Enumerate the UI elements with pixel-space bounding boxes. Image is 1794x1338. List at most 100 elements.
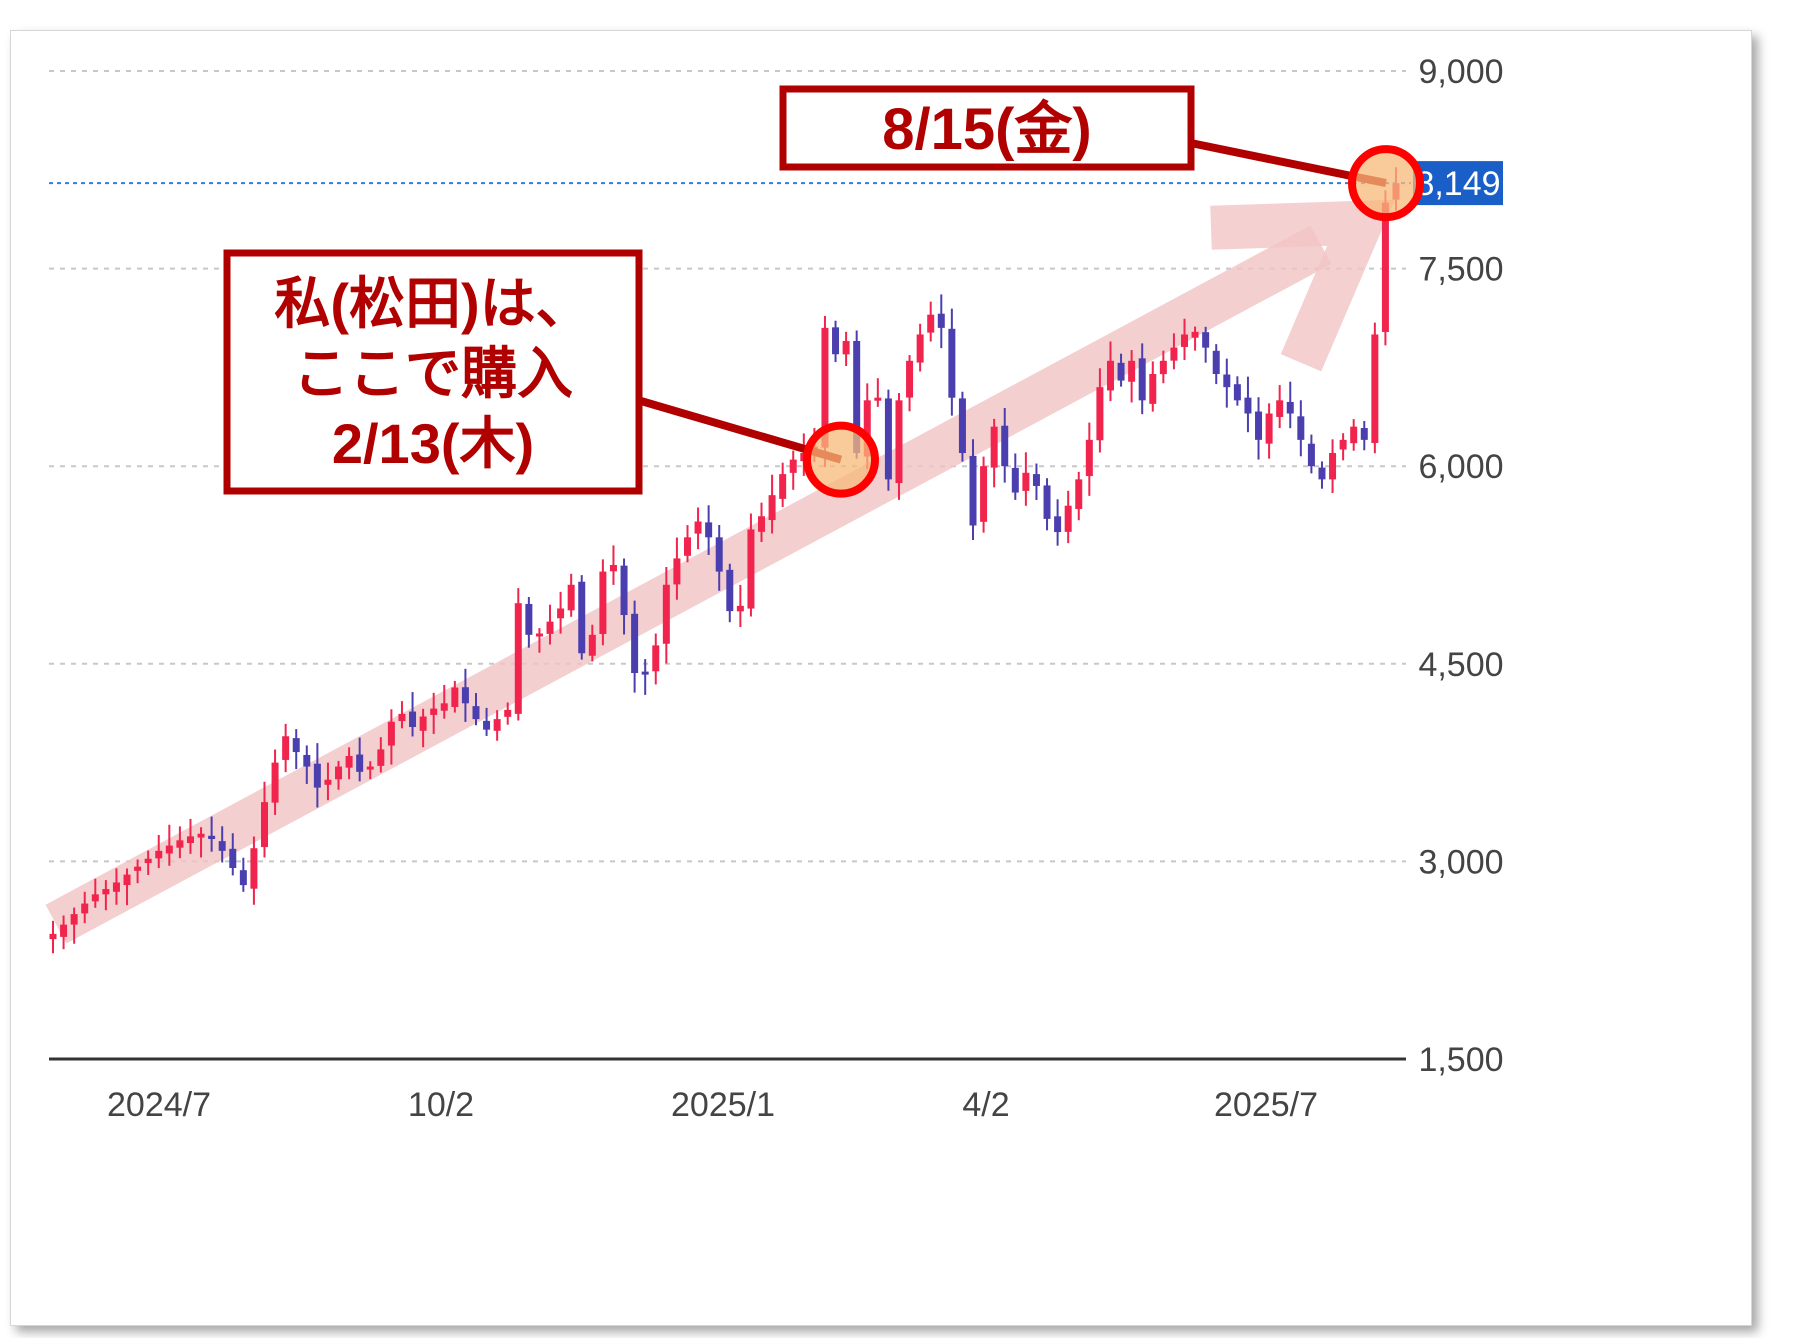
candle-body	[768, 495, 776, 521]
candle-body	[472, 706, 480, 720]
candle-body	[1339, 439, 1347, 450]
candle-body	[1170, 347, 1178, 361]
candle-body	[176, 840, 184, 848]
candle-body	[60, 924, 68, 937]
candle-body	[1297, 416, 1305, 440]
x-axis: 2024/7 10/2 2025/1 4/2 2025/7	[49, 1057, 1406, 1124]
candle-body	[229, 848, 237, 868]
candle-body	[70, 914, 78, 925]
candle-body	[461, 687, 469, 704]
candle-body	[853, 340, 861, 454]
candle-body	[1307, 443, 1315, 467]
candle-body	[1032, 474, 1040, 486]
candle-body	[250, 848, 258, 889]
candle-body	[1022, 472, 1030, 491]
candle-body	[535, 633, 543, 637]
buy-callout-line1: 私(松田)は、	[274, 272, 591, 335]
candle-body	[335, 766, 343, 780]
candle-body	[1350, 426, 1358, 444]
candle-body	[863, 400, 871, 457]
candle-body	[588, 634, 596, 656]
candle-body	[620, 565, 628, 616]
candle-body	[683, 537, 691, 556]
candle-body	[874, 397, 882, 401]
candle-body	[377, 749, 385, 766]
candle-body	[567, 584, 575, 611]
candle-body	[514, 603, 522, 714]
candle-body	[662, 584, 670, 644]
candle-body	[134, 866, 142, 871]
candle-body	[1075, 479, 1083, 509]
candle-body	[1138, 358, 1146, 401]
candle-body	[916, 334, 924, 363]
candle-body	[1276, 400, 1284, 417]
buy-callout-box	[223, 249, 643, 495]
candle-body	[747, 529, 755, 609]
candle-body	[1181, 334, 1189, 347]
candlestick-series	[49, 167, 1400, 954]
buy-callout-line2: ここで購入	[293, 342, 573, 405]
sell-callout-box	[779, 85, 1195, 171]
candle-body	[990, 426, 998, 468]
candle-body	[546, 621, 554, 634]
candle-body	[694, 521, 702, 534]
candle-body	[1371, 334, 1379, 443]
candle-body	[980, 466, 988, 522]
sell-callout-label: 8/15(金)	[882, 97, 1092, 162]
candle-body	[631, 613, 639, 674]
candle-body	[112, 882, 120, 892]
y-tick-label: 1,500	[1418, 1041, 1503, 1079]
candle-body	[779, 474, 787, 499]
candle-body	[578, 581, 586, 654]
candle-body	[1128, 360, 1136, 382]
x-tick-label: 10/2	[408, 1086, 474, 1124]
candle-body	[1329, 453, 1337, 480]
candle-body	[81, 903, 89, 914]
y-tick-label: 4,500	[1418, 646, 1503, 684]
candle-body	[430, 708, 438, 715]
candle-body	[1244, 397, 1252, 414]
candle-body	[1223, 374, 1231, 388]
candle-body	[1011, 467, 1019, 493]
candle-body	[398, 713, 406, 722]
x-tick-label: 4/2	[962, 1086, 1009, 1124]
candle-body	[1381, 202, 1389, 332]
candle-body	[641, 671, 649, 675]
sell-marker	[1348, 145, 1424, 222]
candle-body	[409, 711, 417, 728]
candle-body	[1043, 485, 1051, 519]
candle-body	[165, 845, 173, 854]
candle-body	[504, 709, 512, 717]
buy-callout-line3: 2/13(木)	[332, 412, 534, 475]
y-tick-label: 9,000	[1418, 53, 1503, 91]
candle-body	[715, 537, 723, 572]
y-tick-label: 7,500	[1418, 251, 1503, 289]
candle-body	[1212, 350, 1220, 374]
price-label-box	[1413, 161, 1503, 206]
candle-body	[208, 835, 216, 840]
candle-body	[895, 400, 903, 484]
candle-body	[1064, 505, 1072, 532]
candle-body	[292, 738, 300, 753]
y-tick-label: 3,000	[1418, 843, 1503, 881]
candle-body	[1106, 360, 1114, 391]
candle-body	[937, 313, 945, 328]
candle-body	[197, 833, 205, 838]
candle-body	[451, 687, 459, 707]
candle-body	[387, 721, 395, 746]
buy-marker	[803, 421, 879, 498]
candle-body	[599, 571, 607, 635]
candle-body	[948, 328, 956, 398]
candle-body	[49, 933, 57, 940]
x-tick-label: 2025/7	[1214, 1086, 1318, 1124]
candle-body	[1233, 384, 1241, 401]
candle-body	[144, 858, 152, 864]
candle-body	[1001, 425, 1009, 467]
candle-body	[832, 327, 840, 355]
candle-body	[726, 569, 734, 612]
price-label-text: 8,149	[1415, 165, 1500, 203]
candle-body	[493, 719, 501, 731]
candle-body	[1191, 331, 1199, 338]
candle-body	[958, 398, 966, 454]
candle-body	[906, 360, 914, 398]
